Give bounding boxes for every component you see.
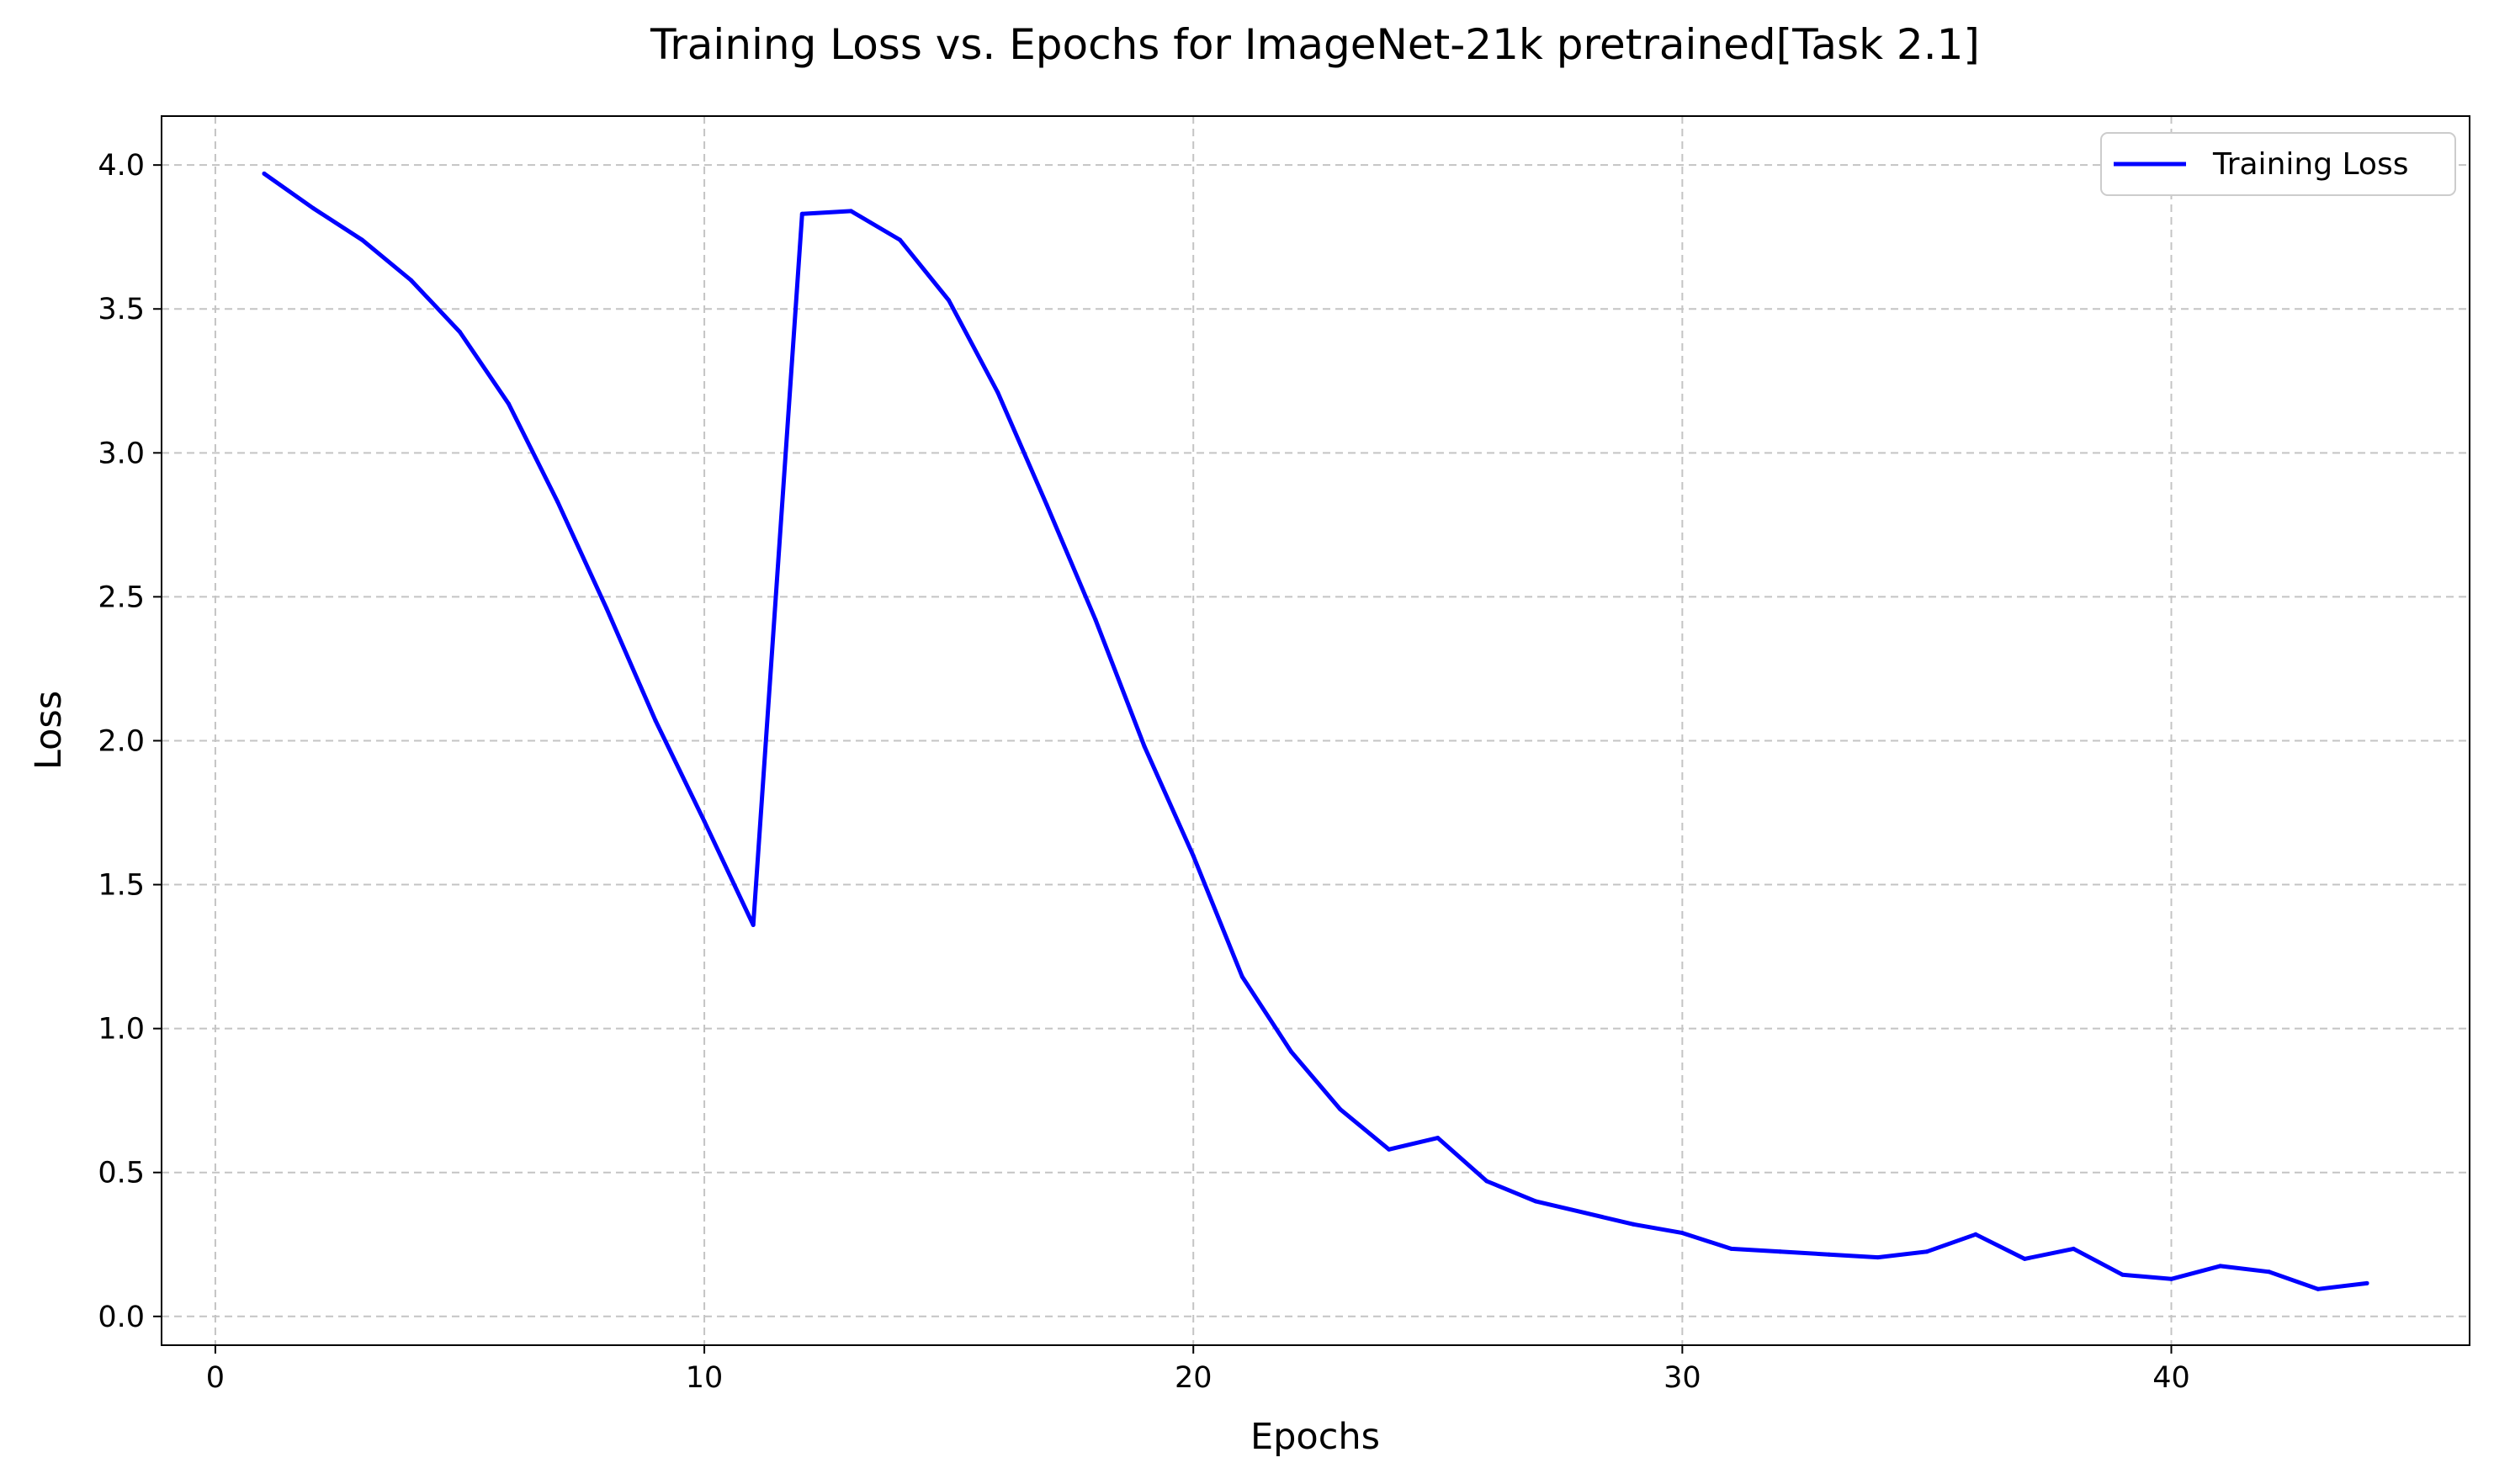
data-point [1288,1049,1293,1054]
data-point [458,330,462,335]
data-point [2071,1246,2076,1251]
x-tick-label: 40 [2152,1361,2190,1395]
data-point [799,211,804,216]
data-point [1239,974,1244,979]
x-axis-ticks: 0 10 20 30 40 [206,1345,2190,1395]
data-point [1876,1255,1881,1260]
series-line-training-loss [262,171,2369,1291]
data-point [2364,1280,2369,1285]
x-tick-label: 20 [1175,1361,1213,1395]
x-tick-label: 10 [686,1361,724,1395]
data-point [1924,1249,1929,1254]
data-point [2022,1256,2027,1261]
data-point [1191,853,1196,858]
y-tick-label: 1.0 [98,1013,145,1047]
data-point [1631,1222,1636,1227]
data-point [1484,1179,1489,1184]
data-point [1582,1211,1587,1216]
data-point [2267,1269,2272,1275]
y-tick-label: 4.0 [98,149,145,183]
data-point [310,206,316,210]
data-point [1338,1106,1343,1111]
data-point [1973,1232,1978,1237]
data-point [555,500,560,504]
data-point [1679,1231,1685,1236]
series-layer [262,171,2369,1291]
data-point [408,278,413,283]
y-tick-label: 3.0 [98,437,145,470]
data-point [1387,1147,1392,1152]
y-tick-label: 2.0 [98,724,145,758]
y-tick-label: 1.5 [98,869,145,903]
data-point [359,237,364,242]
data-point [2316,1286,2321,1291]
data-point [1435,1136,1441,1141]
legend: Training Loss [2100,132,2456,196]
data-point [2218,1264,2223,1269]
data-point [947,298,952,303]
x-tick-label: 30 [1664,1361,1701,1395]
y-axis-label: Loss [28,691,70,770]
y-tick-label: 3.5 [98,293,145,326]
data-point [702,819,707,824]
y-tick-label: 0.5 [98,1157,145,1190]
legend-label-training-loss: Training Loss [2212,147,2408,182]
grid [162,116,2470,1345]
data-point [604,606,609,611]
x-axis-label: Epochs [1250,1416,1380,1458]
data-point [1729,1246,1733,1251]
data-point [262,171,267,176]
x-tick-label: 0 [206,1361,225,1395]
data-point [898,237,902,242]
data-point [1533,1199,1538,1204]
data-point [1093,617,1098,623]
data-point [1778,1249,1783,1254]
legend-box [2100,132,2456,196]
data-point [507,401,512,406]
data-point [653,718,658,723]
y-tick-label: 2.5 [98,580,145,614]
data-point [751,923,756,927]
data-point [1142,744,1147,749]
data-point [995,390,1000,395]
y-axis-ticks: 0.0 0.5 1.0 1.5 2.0 2.5 3.0 3.5 4.0 [98,149,162,1334]
data-point [1827,1252,1832,1257]
data-point [2169,1276,2173,1281]
plot-area-frame [161,115,2470,1346]
y-tick-label: 0.0 [98,1301,145,1334]
data-point [1044,502,1049,507]
data-point [848,209,853,214]
data-point [2120,1272,2125,1277]
chart-title: Training Loss vs. Epochs for ImageNet-21… [650,20,1980,69]
